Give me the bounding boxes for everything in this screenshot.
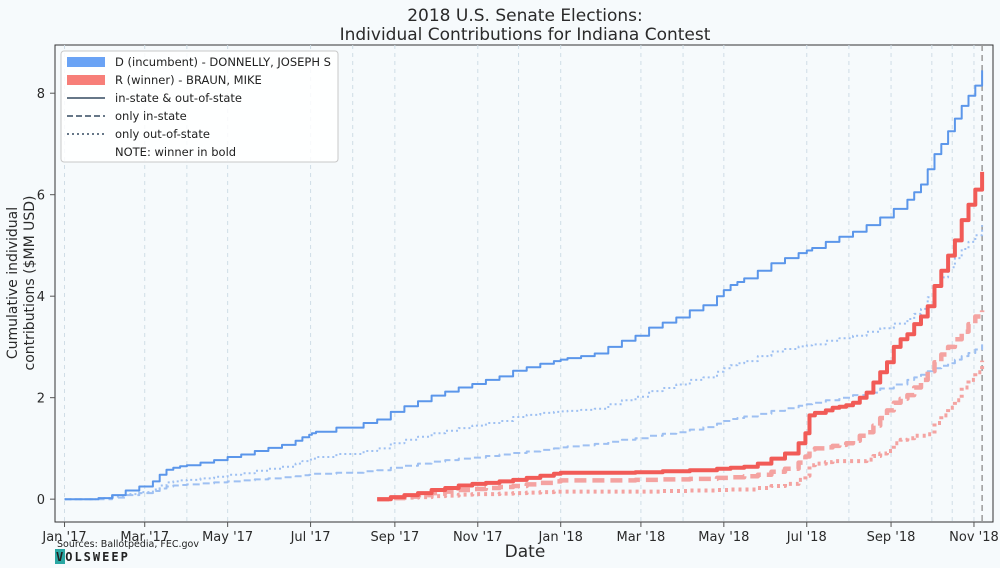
series-layer (64, 70, 985, 502)
y-tick-label: 6 (37, 189, 45, 204)
legend-label-solid: in-state & out-of-state (115, 91, 242, 105)
x-tick-label: May '18 (698, 530, 749, 545)
source-note: Sources: Ballotpedia, FEC.gov (57, 539, 199, 550)
y-tick-label: 2 (37, 392, 45, 407)
series-line-r-in-state (377, 310, 985, 502)
brand-name: VOLSWEEP (56, 550, 130, 564)
legend-label-dotted: only out-of-state (115, 127, 210, 141)
legend-box (60, 50, 339, 163)
brand-logo-block (55, 549, 65, 564)
y-tick-label: 8 (37, 87, 45, 102)
y-tick-label: 0 (37, 493, 45, 508)
y-axis-label-line-2: contributions ($MM USD) (22, 196, 38, 371)
legend-swatch-dem (67, 57, 105, 67)
series-line-d-in-state (64, 344, 984, 501)
x-tick-label: Jul '17 (290, 530, 331, 545)
legend-label-note: NOTE: winner in bold (115, 145, 236, 159)
x-tick-label: Sep '18 (867, 530, 916, 545)
series-line-r-total (377, 171, 985, 502)
legend: D (incumbent) - DONNELLY, JOSEPH S R (wi… (60, 50, 339, 163)
legend-label-rep: R (winner) - BRAUN, MIKE (115, 73, 262, 87)
y-axis-label-line-1: Cumulative individual (5, 207, 21, 359)
x-tick-label: May '17 (202, 530, 253, 545)
series-line-r-out-of-state (377, 360, 985, 502)
x-tick-label: Nov '18 (949, 530, 999, 545)
x-tick-label: Sep '17 (370, 530, 419, 545)
x-tick-label: Nov '17 (453, 530, 503, 545)
plot-frame (54, 44, 994, 523)
x-tick-label: Mar '17 (120, 530, 169, 545)
series-line-d-total (64, 70, 984, 501)
x-tick-label: Mar '18 (617, 530, 666, 545)
x-tick-label: Jan '17 (41, 530, 86, 545)
legend-swatch-rep (67, 75, 105, 85)
tick-layer: 0 2 4 6 8 Jan '17 Mar '17 May '17 Jul '17 Sep '17… (37, 87, 999, 545)
x-axis-label: Date (505, 542, 546, 562)
chart-title-line-1: 2018 U.S. Senate Elections: (407, 6, 643, 26)
legend-label-dashed: only in-state (115, 109, 187, 123)
x-tick-label: Jan '18 (538, 530, 583, 545)
y-tick-label: 4 (37, 290, 45, 305)
x-tick-label: Jul '18 (786, 530, 827, 545)
legend-label-dem: D (incumbent) - DONNELLY, JOSEPH S (115, 55, 331, 69)
series-line-d-out-of-state (64, 225, 984, 501)
chart-title-line-2: Individual Contributions for Indiana Con… (340, 25, 711, 45)
